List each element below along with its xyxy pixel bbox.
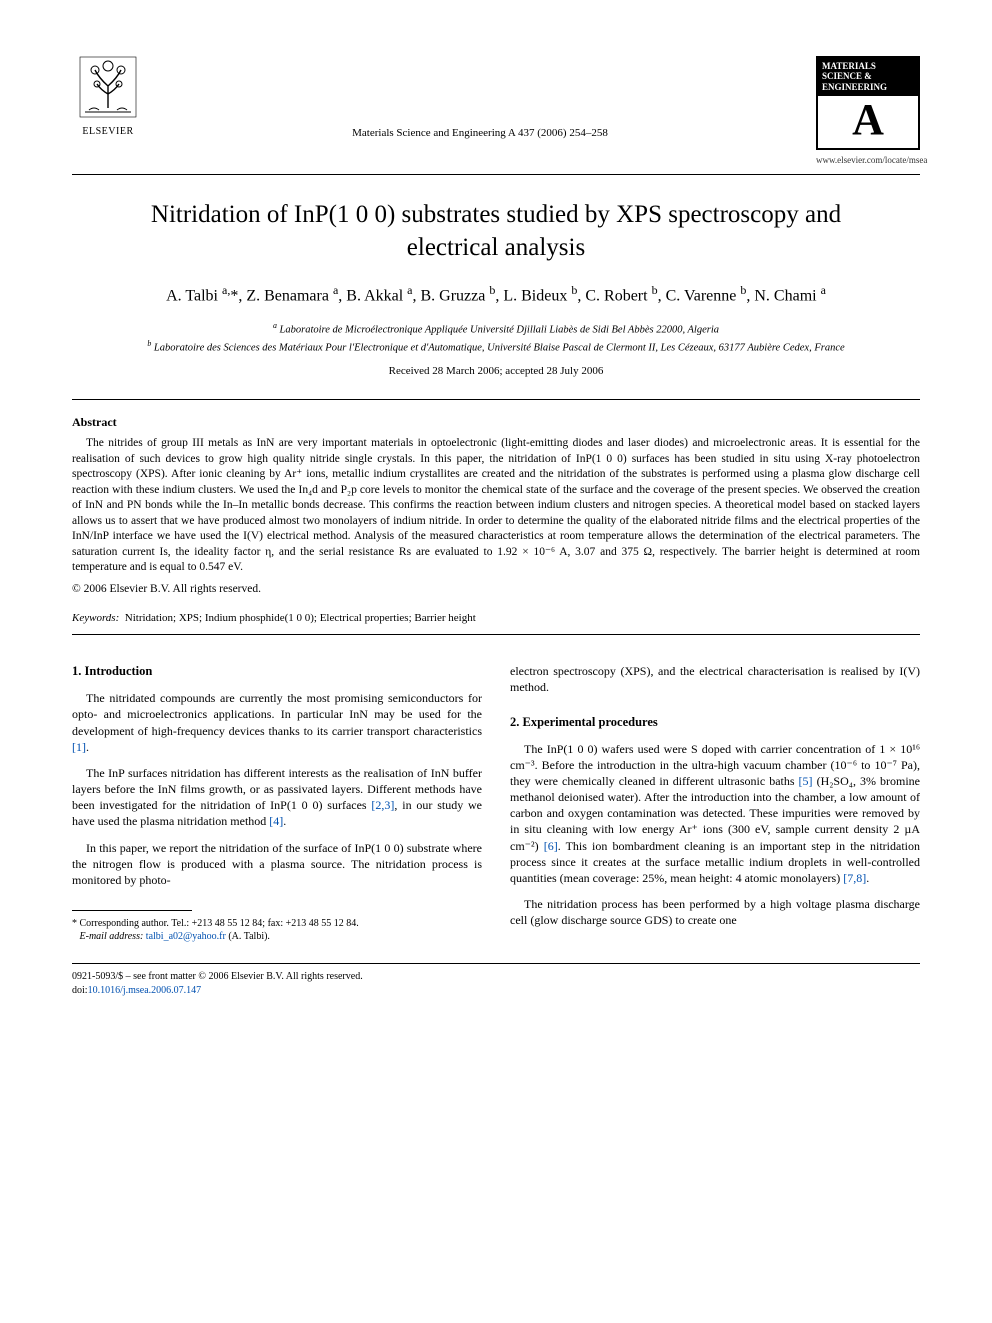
footnote-line1: * Corresponding author. Tel.: +213 48 55… bbox=[72, 917, 482, 930]
keywords: Keywords: Nitridation; XPS; Indium phosp… bbox=[72, 611, 920, 626]
journal-reference: Materials Science and Engineering A 437 … bbox=[144, 56, 816, 141]
bottom-meta: 0921-5093/$ – see front matter © 2006 El… bbox=[72, 970, 920, 997]
right-column: electron spectroscopy (XPS), and the ele… bbox=[510, 663, 920, 943]
doi-link[interactable]: 10.1016/j.msea.2006.07.147 bbox=[88, 985, 202, 996]
copyright: © 2006 Elsevier B.V. All rights reserved… bbox=[72, 582, 920, 598]
intro-p3: In this paper, we report the nitridation… bbox=[72, 840, 482, 889]
abstract-bottom-rule bbox=[72, 634, 920, 635]
badge-letter: A bbox=[816, 96, 920, 150]
footnote-rule bbox=[72, 910, 192, 911]
intro-p3-cont: electron spectroscopy (XPS), and the ele… bbox=[510, 663, 920, 695]
left-column: 1. Introduction The nitridated compounds… bbox=[72, 663, 482, 943]
journal-badge: MATERIALS SCIENCE & ENGINEERING A www.el… bbox=[816, 56, 920, 166]
corresponding-author-footnote: * Corresponding author. Tel.: +213 48 55… bbox=[72, 917, 482, 943]
body-columns: 1. Introduction The nitridated compounds… bbox=[72, 663, 920, 943]
abstract-label: Abstract bbox=[72, 414, 920, 430]
intro-p1: The nitridated compounds are currently t… bbox=[72, 690, 482, 755]
header: ELSEVIER Materials Science and Engineeri… bbox=[72, 56, 920, 166]
ref-5[interactable]: [5] bbox=[799, 774, 813, 788]
publisher-name: ELSEVIER bbox=[72, 125, 144, 139]
keywords-label: Keywords: bbox=[72, 612, 119, 624]
authors: A. Talbi a,*, Z. Benamara a, B. Akkal a,… bbox=[112, 282, 880, 308]
ref-2-3[interactable]: [2,3] bbox=[371, 798, 394, 812]
badge-title: MATERIALS SCIENCE & ENGINEERING bbox=[816, 56, 920, 96]
top-rule bbox=[72, 174, 920, 175]
footnote-email[interactable]: talbi_a02@yahoo.fr bbox=[146, 931, 226, 942]
exp-heading: 2. Experimental procedures bbox=[510, 714, 920, 731]
publisher-logo: ELSEVIER bbox=[72, 56, 144, 138]
ref-4[interactable]: [4] bbox=[269, 814, 283, 828]
affiliations: a Laboratoire de Microélectronique Appli… bbox=[72, 320, 920, 356]
bottom-rule bbox=[72, 963, 920, 964]
footnote-line2: E-mail address: talbi_a02@yahoo.fr (A. T… bbox=[72, 930, 482, 943]
affiliation-b: b Laboratoire des Sciences des Matériaux… bbox=[72, 338, 920, 356]
elsevier-tree-icon bbox=[79, 56, 137, 118]
article-title: Nitridation of InP(1 0 0) substrates stu… bbox=[112, 199, 880, 264]
exp-p2: The nitridation process has been perform… bbox=[510, 896, 920, 928]
badge-url: www.elsevier.com/locate/msea bbox=[816, 154, 920, 166]
abstract-top-rule bbox=[72, 399, 920, 400]
ref-6[interactable]: [6] bbox=[544, 839, 558, 853]
intro-heading: 1. Introduction bbox=[72, 663, 482, 680]
abstract-text: The nitrides of group III metals as InN … bbox=[72, 436, 920, 576]
intro-p2: The InP surfaces nitridation has differe… bbox=[72, 765, 482, 830]
article-dates: Received 28 March 2006; accepted 28 July… bbox=[72, 364, 920, 379]
keywords-values: Nitridation; XPS; Indium phosphide(1 0 0… bbox=[122, 612, 476, 624]
front-matter-line: 0921-5093/$ – see front matter © 2006 El… bbox=[72, 970, 920, 984]
doi-line: doi:10.1016/j.msea.2006.07.147 bbox=[72, 984, 920, 998]
exp-p1: The InP(1 0 0) wafers used were S doped … bbox=[510, 741, 920, 887]
affiliation-a: a Laboratoire de Microélectronique Appli… bbox=[72, 320, 920, 338]
ref-1[interactable]: [1] bbox=[72, 740, 86, 754]
ref-7-8[interactable]: [7,8] bbox=[843, 871, 866, 885]
